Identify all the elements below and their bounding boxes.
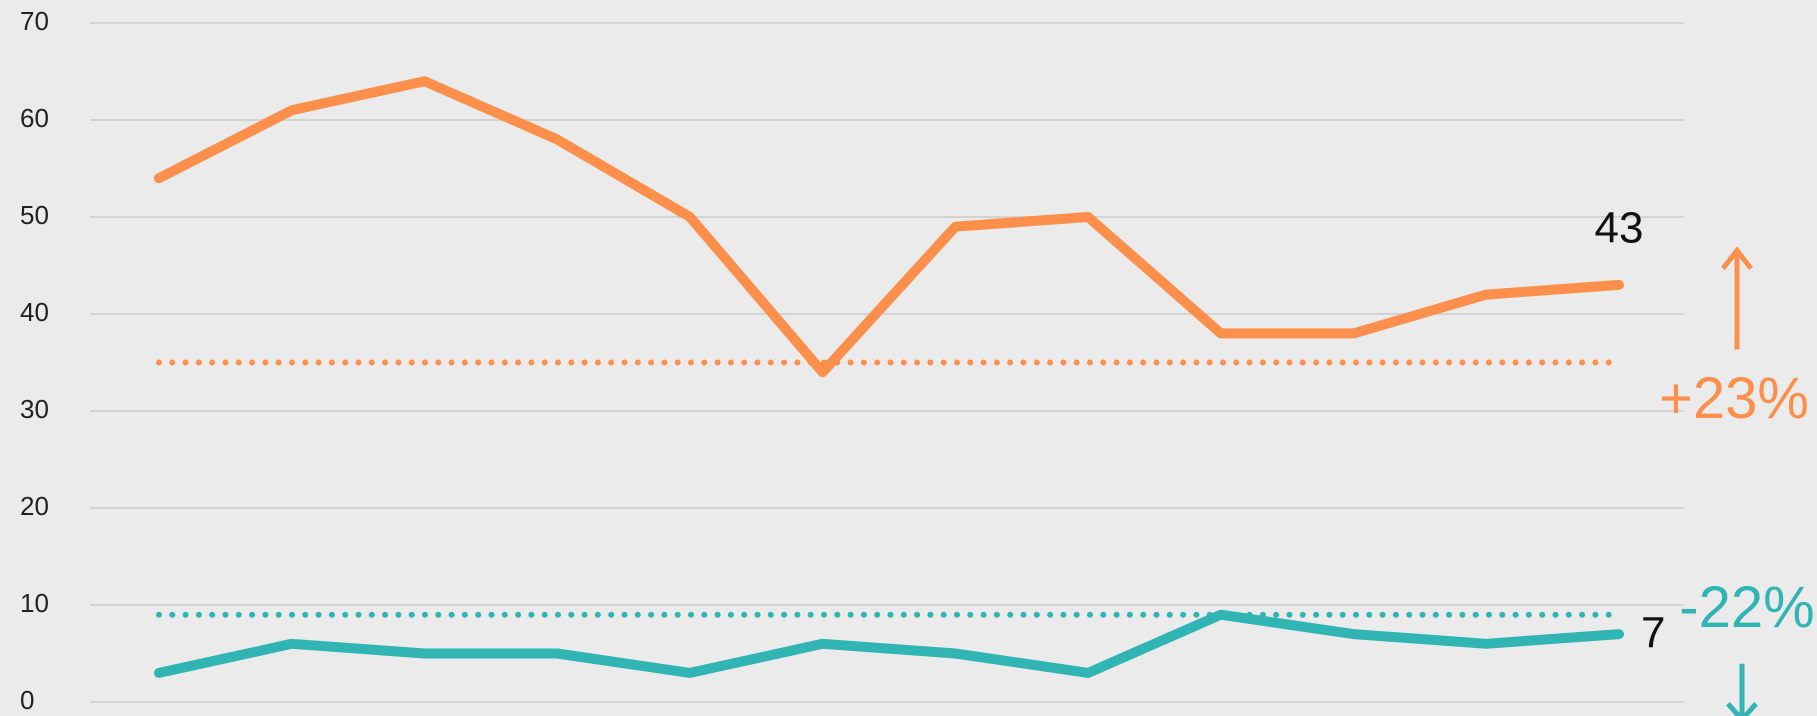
data-line	[154, 76, 1624, 378]
arrow-head	[1726, 702, 1758, 716]
end-label: 43	[1595, 204, 1644, 253]
y-tick-label: 0	[20, 685, 34, 715]
y-tick-label: 50	[20, 200, 49, 230]
y-tick-label: 60	[20, 103, 49, 133]
data-line	[154, 609, 1624, 678]
change-label: +23%	[1659, 366, 1809, 431]
arrow-head	[1721, 246, 1753, 271]
y-tick-label: 20	[20, 491, 49, 521]
y-tick-label: 40	[20, 297, 49, 327]
y-tick-label: 70	[20, 6, 49, 36]
end-label: 7	[1641, 609, 1665, 658]
y-tick-label: 30	[20, 394, 49, 424]
change-label: -22%	[1679, 575, 1814, 640]
y-tick-label: 10	[20, 588, 49, 618]
